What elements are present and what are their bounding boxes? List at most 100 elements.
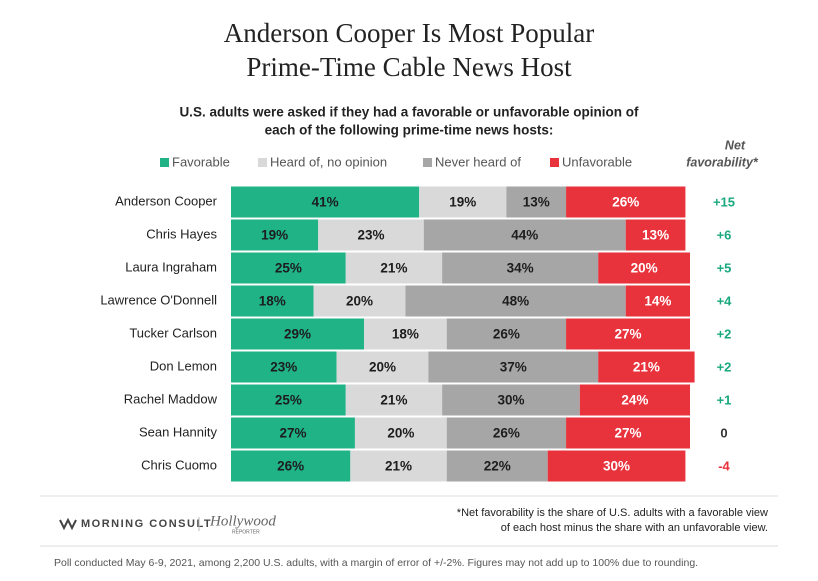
value-label: 13% bbox=[642, 228, 669, 243]
value-label: 30% bbox=[603, 459, 630, 474]
y-tick-label: Chris Cuomo bbox=[141, 457, 217, 472]
bar-segment bbox=[506, 186, 567, 218]
value-label: 25% bbox=[275, 261, 302, 276]
value-label: 26% bbox=[493, 327, 520, 342]
legend-label: Never heard of bbox=[435, 154, 521, 169]
source: Poll conducted May 6-9, 2021, among 2,20… bbox=[54, 557, 698, 569]
bar-segment bbox=[547, 450, 686, 482]
logo: REPORTER bbox=[232, 529, 260, 535]
bar-segment bbox=[231, 186, 420, 218]
value-label: 26% bbox=[277, 459, 304, 474]
bar-segment bbox=[350, 450, 447, 482]
net-label: +5 bbox=[717, 260, 732, 275]
bar-segment bbox=[566, 186, 686, 218]
y-tick-label: Anderson Cooper bbox=[115, 193, 218, 208]
bar-segment bbox=[231, 219, 319, 251]
value-label: 22% bbox=[484, 459, 511, 474]
value-label: 20% bbox=[387, 426, 414, 441]
value-label: 29% bbox=[284, 327, 311, 342]
value-label: 27% bbox=[615, 426, 642, 441]
bar-segment bbox=[598, 252, 690, 284]
value-label: 44% bbox=[511, 228, 538, 243]
bar-segment bbox=[566, 318, 690, 350]
bar-segment bbox=[446, 417, 567, 449]
y-tick-label: Laura Ingraham bbox=[125, 259, 217, 274]
value-label: 21% bbox=[633, 360, 660, 375]
value-label: 48% bbox=[502, 294, 529, 309]
bar-segment bbox=[231, 285, 314, 317]
value-label: 14% bbox=[644, 294, 671, 309]
footnote: *Net favorability is the share of U.S. a… bbox=[457, 507, 768, 519]
logo-icon bbox=[59, 517, 77, 531]
value-label: 27% bbox=[615, 327, 642, 342]
value-label: 13% bbox=[523, 195, 550, 210]
value-label: 41% bbox=[312, 195, 339, 210]
value-label: 20% bbox=[346, 294, 373, 309]
bar-segment bbox=[231, 384, 346, 416]
logo: Hollywood bbox=[209, 513, 276, 529]
chart-title: Prime-Time Cable News Host bbox=[246, 52, 572, 82]
y-tick-label: Sean Hannity bbox=[139, 424, 218, 439]
bar-segment bbox=[345, 252, 443, 284]
value-label: 34% bbox=[507, 261, 534, 276]
bar-segment bbox=[318, 219, 424, 251]
y-tick-label: Tucker Carlson bbox=[129, 325, 217, 340]
subtitle: U.S. adults were asked if they had a fav… bbox=[179, 105, 639, 120]
net-label: -4 bbox=[718, 458, 730, 473]
value-label: 21% bbox=[385, 459, 412, 474]
value-label: 19% bbox=[449, 195, 476, 210]
value-label: 25% bbox=[275, 393, 302, 408]
bar-segment bbox=[313, 285, 406, 317]
bar-segment bbox=[364, 318, 447, 350]
value-label: 27% bbox=[279, 426, 306, 441]
bar-segment bbox=[345, 384, 443, 416]
bar-segment bbox=[579, 384, 690, 416]
bar-segment bbox=[231, 318, 365, 350]
net-label: +1 bbox=[717, 392, 732, 407]
net-label: +6 bbox=[717, 227, 732, 242]
value-label: 21% bbox=[380, 393, 407, 408]
bar-segment bbox=[446, 318, 567, 350]
value-label: 23% bbox=[270, 360, 297, 375]
footnote: of each host minus the share with an unf… bbox=[501, 522, 768, 534]
value-label: 20% bbox=[631, 261, 658, 276]
legend-label: Favorable bbox=[172, 154, 230, 169]
y-tick-label: Don Lemon bbox=[150, 358, 217, 373]
bar-segment bbox=[428, 351, 599, 383]
bar-segment bbox=[336, 351, 429, 383]
bar-segment bbox=[423, 219, 626, 251]
legend-swatch bbox=[160, 158, 169, 167]
legend-swatch bbox=[423, 158, 432, 167]
bar-segment bbox=[419, 186, 507, 218]
bar-segment bbox=[231, 450, 351, 482]
net-title: Net bbox=[725, 138, 746, 152]
chart-title: Anderson Cooper Is Most Popular bbox=[224, 18, 594, 48]
value-label: 26% bbox=[612, 195, 639, 210]
value-label: 30% bbox=[497, 393, 524, 408]
value-label: 19% bbox=[261, 228, 288, 243]
y-tick-label: Chris Hayes bbox=[146, 226, 217, 241]
bar-segment bbox=[405, 285, 626, 317]
logo: MORNING CONSULT bbox=[81, 518, 212, 530]
legend-label: Heard of, no opinion bbox=[270, 154, 387, 169]
bar-segment bbox=[231, 351, 337, 383]
bar-segment bbox=[442, 252, 599, 284]
bar-segment bbox=[446, 450, 548, 482]
value-label: 37% bbox=[500, 360, 527, 375]
net-label: 0 bbox=[720, 425, 727, 440]
bar-segment bbox=[598, 351, 695, 383]
bar-segment bbox=[625, 285, 690, 317]
bar-segment bbox=[354, 417, 447, 449]
y-tick-label: Lawrence O'Donnell bbox=[100, 292, 217, 307]
bar-segment bbox=[625, 219, 686, 251]
bar-segment bbox=[566, 417, 690, 449]
value-label: 20% bbox=[369, 360, 396, 375]
value-label: 26% bbox=[493, 426, 520, 441]
net-label: +15 bbox=[713, 194, 735, 209]
legend-label: Unfavorable bbox=[562, 154, 632, 169]
value-label: 21% bbox=[380, 261, 407, 276]
legend-swatch bbox=[258, 158, 267, 167]
legend-swatch bbox=[550, 158, 559, 167]
net-label: +2 bbox=[717, 359, 732, 374]
